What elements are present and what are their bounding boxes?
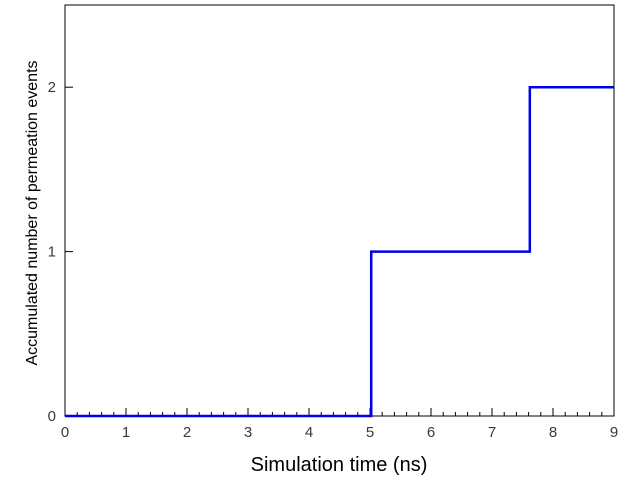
- x-tick-label: 7: [488, 424, 496, 441]
- x-tick-label: 8: [549, 424, 557, 441]
- y-tick-label: 1: [48, 244, 56, 261]
- x-tick-label: 3: [244, 424, 252, 441]
- x-tick-label: 6: [427, 424, 435, 441]
- y-tick-label: 0: [48, 408, 56, 425]
- x-tick-label: 5: [366, 424, 374, 441]
- x-tick-label: 2: [183, 424, 191, 441]
- y-tick-label: 2: [48, 79, 56, 96]
- series-line: [65, 85, 614, 418]
- x-tick-label: 4: [305, 424, 313, 441]
- x-axis-label: Simulation time (ns): [251, 454, 428, 476]
- plot-frame: [64, 4, 615, 417]
- series-layer: [65, 85, 614, 418]
- y-axis-label: Accumulated number of permeation events: [24, 60, 41, 365]
- x-tick-label: 1: [122, 424, 130, 441]
- x-tick-label: 9: [610, 424, 618, 441]
- y-axis-ticks: 0 1 2: [48, 79, 73, 425]
- x-axis-ticks: 0 1 2 3 4 5 6 7 8 9: [61, 408, 618, 441]
- x-tick-label: 0: [61, 424, 69, 441]
